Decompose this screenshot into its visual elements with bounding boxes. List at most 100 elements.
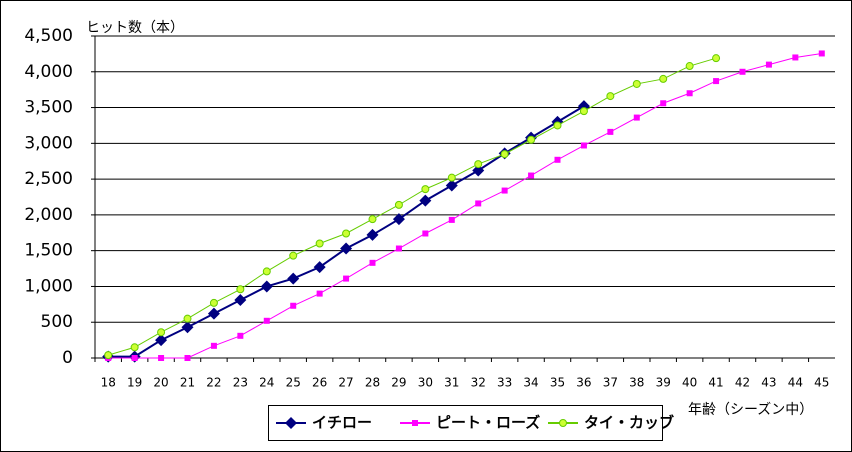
x-tick-label: 18 — [101, 376, 116, 390]
point — [660, 100, 667, 107]
point — [419, 194, 432, 207]
point — [472, 164, 485, 177]
point — [765, 61, 772, 68]
point — [500, 150, 509, 159]
y-axis-label: ヒット数（本） — [86, 20, 184, 36]
point — [236, 285, 245, 294]
point — [447, 173, 456, 182]
point — [474, 160, 483, 169]
y-tick-label: 4,500 — [24, 26, 73, 46]
point — [395, 245, 402, 252]
point — [287, 272, 300, 285]
point — [527, 135, 536, 144]
point — [580, 142, 587, 149]
point — [392, 213, 405, 226]
x-tick-label: 38 — [629, 376, 644, 390]
point — [210, 342, 217, 349]
x-tick-label: 29 — [391, 376, 406, 390]
x-axis-label: 年齢（シーズン中） — [688, 402, 813, 418]
point — [237, 332, 244, 339]
x-tick-label: 20 — [153, 376, 168, 390]
x-tick-label: 21 — [180, 376, 195, 390]
point — [209, 298, 218, 307]
x-tick-label: 28 — [365, 376, 380, 390]
point — [739, 68, 746, 75]
point — [685, 62, 694, 71]
point — [475, 200, 482, 207]
point — [553, 121, 562, 130]
x-tick-label: 44 — [788, 376, 803, 390]
x-tick-label: 34 — [523, 376, 538, 390]
legend-marker — [559, 419, 567, 427]
x-tick-label: 41 — [708, 376, 723, 390]
legend-box — [268, 405, 663, 441]
point — [686, 90, 693, 97]
point — [158, 355, 165, 361]
x-tick-label: 33 — [497, 376, 512, 390]
point — [262, 267, 271, 276]
point — [130, 343, 139, 352]
x-tick-label: 19 — [127, 376, 142, 390]
point — [501, 187, 508, 194]
x-tick-label: 39 — [656, 376, 671, 390]
y-tick-label: 3,000 — [24, 133, 73, 153]
point — [263, 317, 270, 324]
y-tick-label: 1,000 — [24, 276, 73, 296]
x-tick-label: 32 — [471, 376, 486, 390]
y-tick-label: 3,500 — [24, 98, 73, 118]
x-tick-label: 35 — [550, 376, 565, 390]
point — [104, 351, 113, 360]
legend-label: ピート・ローズ — [436, 414, 540, 432]
point — [316, 290, 323, 297]
point — [315, 239, 324, 248]
y-tick-label: 0 — [62, 348, 73, 368]
point — [369, 259, 376, 266]
legend-marker — [285, 417, 297, 429]
point — [366, 228, 379, 241]
point — [289, 251, 298, 260]
point — [448, 216, 455, 223]
x-tick-label: 23 — [233, 376, 248, 390]
point — [659, 74, 668, 83]
point — [607, 128, 614, 135]
legend-label: タイ・カッブ — [584, 414, 674, 432]
point — [713, 78, 720, 85]
x-tick-label: 27 — [338, 376, 353, 390]
y-tick-label: 2,000 — [24, 205, 73, 225]
point — [606, 92, 615, 101]
point — [181, 321, 194, 334]
point — [632, 79, 641, 88]
x-tick-label: 22 — [206, 376, 221, 390]
point — [579, 107, 588, 116]
x-tick-label: 30 — [418, 376, 433, 390]
x-tick-label: 42 — [735, 376, 750, 390]
legend-marker — [412, 420, 418, 426]
y-tick-label: 1,500 — [24, 241, 73, 261]
point — [445, 179, 458, 192]
point — [290, 302, 297, 309]
legend-label: イチロー — [312, 414, 372, 432]
point — [421, 185, 430, 194]
point — [394, 200, 403, 209]
point — [207, 307, 220, 320]
x-tick-label: 26 — [312, 376, 327, 390]
point — [343, 275, 350, 282]
x-tick-label: 36 — [576, 376, 591, 390]
point — [792, 54, 799, 61]
series-line — [108, 52, 822, 359]
point — [342, 229, 351, 238]
series-line — [108, 57, 717, 356]
y-tick-label: 500 — [41, 312, 73, 332]
point — [155, 334, 168, 347]
x-tick-label: 25 — [286, 376, 301, 390]
x-tick-label: 43 — [761, 376, 776, 390]
point — [131, 355, 138, 361]
point — [313, 261, 326, 274]
point — [157, 328, 166, 337]
x-tick-label: 45 — [814, 376, 829, 390]
point — [340, 242, 353, 255]
x-tick-label: 31 — [444, 376, 459, 390]
point — [422, 230, 429, 237]
